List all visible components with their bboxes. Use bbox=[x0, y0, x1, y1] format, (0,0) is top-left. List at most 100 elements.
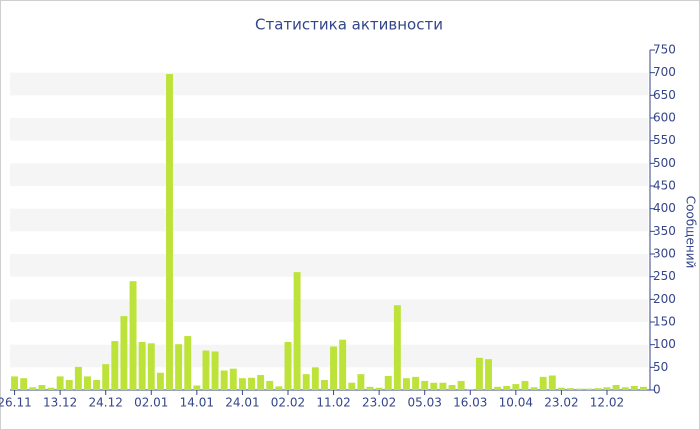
bar bbox=[275, 386, 283, 390]
bar bbox=[485, 359, 492, 390]
bar bbox=[129, 281, 137, 390]
bar bbox=[594, 388, 602, 390]
y-tick-label: 200 bbox=[653, 292, 676, 306]
bar bbox=[111, 341, 119, 390]
y-tick-label: 300 bbox=[653, 247, 676, 261]
bar bbox=[266, 380, 274, 390]
x-tick-label: 02.02 bbox=[271, 396, 305, 410]
x-tick-label: 10.04 bbox=[499, 396, 533, 410]
y-tick-label: 450 bbox=[653, 179, 676, 193]
y-tick-label: 150 bbox=[653, 315, 676, 329]
x-tick-label: 05.03 bbox=[408, 396, 442, 410]
y-tick-label: 550 bbox=[653, 133, 676, 147]
chart-title: Статистика активности bbox=[255, 16, 443, 34]
bar bbox=[494, 386, 502, 390]
bar bbox=[548, 375, 556, 390]
x-tick-label: 11.02 bbox=[316, 396, 350, 410]
bar bbox=[603, 387, 611, 390]
bar bbox=[503, 385, 511, 390]
bar bbox=[430, 382, 438, 390]
grid-band bbox=[10, 163, 648, 186]
bar bbox=[56, 376, 64, 390]
bar bbox=[557, 387, 565, 390]
bar bbox=[302, 374, 310, 390]
bar bbox=[357, 374, 365, 390]
bar bbox=[448, 385, 456, 390]
bar bbox=[184, 336, 192, 390]
y-tick-label: 50 bbox=[653, 360, 668, 374]
y-tick-label: 500 bbox=[653, 156, 676, 170]
bar bbox=[202, 350, 210, 390]
bar bbox=[47, 387, 55, 390]
x-tick-label: 26.11 bbox=[0, 396, 32, 410]
bar bbox=[630, 385, 638, 390]
bar bbox=[439, 382, 447, 390]
bar bbox=[384, 375, 392, 390]
bar bbox=[238, 378, 246, 390]
bar bbox=[521, 380, 529, 390]
bar bbox=[211, 351, 219, 390]
bar bbox=[102, 364, 110, 390]
bar bbox=[512, 384, 520, 390]
grid-band bbox=[10, 254, 648, 277]
bar bbox=[156, 372, 164, 390]
bar bbox=[175, 344, 183, 390]
x-tick-label: 23.02 bbox=[362, 396, 396, 410]
bar bbox=[366, 386, 374, 390]
bar bbox=[311, 367, 319, 390]
bar bbox=[348, 382, 356, 390]
bar bbox=[576, 388, 584, 390]
bar bbox=[403, 378, 410, 390]
y-axis-title: Сообщений bbox=[684, 196, 698, 269]
bar bbox=[74, 366, 82, 390]
x-tick-label: 13.12 bbox=[43, 396, 77, 410]
bar bbox=[257, 375, 265, 390]
y-tick-label: 750 bbox=[653, 43, 676, 57]
bar bbox=[65, 380, 73, 390]
grid-band bbox=[10, 118, 648, 141]
y-tick-label: 400 bbox=[653, 201, 676, 215]
bar bbox=[11, 376, 19, 390]
bar bbox=[475, 357, 483, 390]
bar bbox=[320, 380, 328, 390]
bar bbox=[229, 368, 237, 390]
bar bbox=[639, 386, 647, 390]
grid-band bbox=[10, 299, 648, 322]
bar bbox=[29, 387, 37, 390]
bar bbox=[393, 305, 401, 390]
x-tick-label: 24.12 bbox=[89, 396, 123, 410]
bar bbox=[539, 376, 547, 390]
bar bbox=[330, 346, 338, 390]
bar bbox=[38, 385, 46, 390]
bar bbox=[193, 385, 201, 390]
bar bbox=[339, 339, 347, 390]
x-tick-label: 12.02 bbox=[590, 396, 624, 410]
grid-band bbox=[10, 208, 648, 232]
grid-band bbox=[10, 72, 648, 96]
bar bbox=[248, 377, 255, 390]
bar bbox=[457, 380, 465, 390]
y-tick-label: 700 bbox=[653, 65, 676, 79]
bar bbox=[567, 388, 574, 390]
bar bbox=[120, 316, 128, 390]
bar bbox=[412, 376, 420, 390]
bar bbox=[147, 343, 155, 390]
bar bbox=[284, 341, 292, 390]
bar bbox=[93, 380, 101, 390]
x-tick-label: 02.01 bbox=[134, 396, 168, 410]
bar bbox=[84, 376, 91, 390]
bar bbox=[293, 272, 301, 390]
y-tick-label: 0 bbox=[653, 383, 661, 397]
x-tick-label: 24.01 bbox=[225, 396, 259, 410]
y-tick-label: 250 bbox=[653, 269, 676, 283]
bar bbox=[466, 389, 474, 390]
bar bbox=[421, 380, 429, 390]
grid-band bbox=[10, 344, 648, 368]
bar bbox=[585, 388, 593, 390]
bar bbox=[220, 370, 228, 390]
bar bbox=[20, 378, 28, 390]
bar bbox=[530, 387, 538, 390]
bar bbox=[138, 341, 146, 390]
bar bbox=[612, 385, 620, 390]
